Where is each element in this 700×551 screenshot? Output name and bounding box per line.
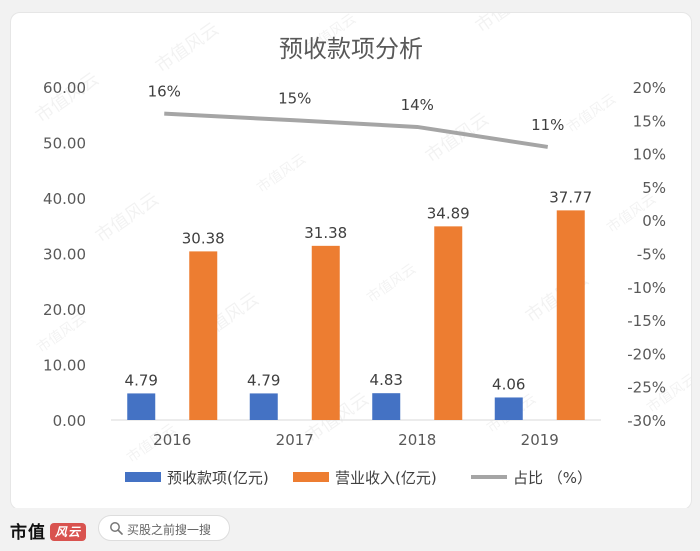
brand-text: 市值: [10, 523, 46, 543]
left-axis-tick: 0.00: [53, 412, 86, 430]
watermark-text: 市值风云: [32, 69, 103, 127]
x-axis: 2016 2017 2018 2019: [153, 431, 559, 449]
watermark-text: 市值风云: [364, 260, 420, 306]
chart-title: 预收款项分析: [279, 35, 423, 63]
bar-advance-receipts: [127, 393, 156, 420]
bar-revenue: [311, 245, 340, 420]
ratio-data-label: 15%: [278, 89, 311, 107]
bar-data-label: 37.77: [549, 188, 592, 206]
search-placeholder: 买股之前搜一搜: [127, 523, 212, 537]
bar-advance-receipts: [249, 393, 278, 420]
bar-revenue: [556, 210, 585, 420]
left-axis-tick: 30.00: [43, 246, 86, 264]
watermark-text: 市值风云: [254, 150, 310, 196]
watermark-text: 市值风云: [564, 90, 620, 136]
footer-bar: 市值 风云 买股之前搜一搜: [0, 508, 700, 551]
watermark-text: 市值风云: [152, 19, 223, 77]
bar-data-label: 4.79: [247, 371, 280, 389]
watermark-text: 市值风云: [92, 189, 163, 247]
right-axis-tick: -5%: [637, 246, 666, 264]
right-axis-tick: -30%: [627, 412, 666, 430]
right-axis-tick: -20%: [627, 345, 666, 363]
chart-card: 市值风云 市值风云 市值风云 市值风云 市值风云 市值风云 市值风云 市值风云 市值风云 市值风云…: [10, 0, 699, 510]
right-axis-tick: -15%: [627, 312, 666, 330]
brand-logo-mark: 风云: [50, 523, 87, 541]
x-axis-tick: 2017: [276, 431, 314, 449]
ratio-line: 16% 15% 14% 11%: [148, 83, 564, 149]
bar-advance-receipts: [372, 393, 401, 420]
bars: 4.79 4.79 4.83 4.06 30.38 31.38 34.89 37.77: [125, 188, 592, 420]
x-axis-tick: 2019: [521, 431, 559, 449]
bar-data-label: 4.79: [125, 371, 158, 389]
search-icon: [110, 522, 123, 535]
bar-data-label: 34.89: [427, 204, 470, 222]
legend: 预收款项(亿元) 营业收入(亿元) 占比 （%）: [125, 469, 592, 487]
ratio-data-label: 14%: [401, 96, 434, 114]
legend-swatch: [293, 472, 329, 482]
bar-advance-receipts: [494, 397, 523, 420]
watermark-text: 市值风云: [472, 13, 543, 37]
right-axis-tick: 15%: [633, 112, 666, 130]
ratio-data-label: 16%: [148, 83, 181, 101]
left-axis-tick: 50.00: [43, 135, 86, 153]
search-box[interactable]: 买股之前搜一搜: [98, 515, 230, 541]
right-axis-tick: 5%: [642, 179, 666, 197]
legend-swatch: [125, 472, 161, 482]
bar-revenue: [189, 251, 218, 420]
left-axis-tick: 40.00: [43, 190, 86, 208]
ratio-data-label: 11%: [531, 116, 564, 134]
bar-data-label: 31.38: [304, 224, 347, 242]
ratio-line-path: [164, 111, 549, 149]
bar-revenue: [434, 226, 463, 420]
right-axis: -30% -25% -20% -15% -10% -5% 0% 5% 10% 15% 20%: [627, 79, 666, 430]
x-axis-tick: 2018: [398, 431, 436, 449]
bar-data-label: 4.06: [492, 375, 525, 393]
right-axis-tick: 0%: [642, 212, 666, 230]
x-axis-tick: 2016: [153, 431, 191, 449]
left-axis-tick: 10.00: [43, 357, 86, 375]
left-axis-tick: 60.00: [43, 79, 86, 97]
left-axis: 0.00 10.00 20.00 30.00 40.00 50.00 60.00: [43, 79, 86, 430]
right-axis-tick: 10%: [633, 146, 666, 164]
brand-logo[interactable]: 市值 风云: [10, 518, 87, 543]
legend-label: 营业收入(亿元): [335, 469, 437, 487]
right-axis-tick: 20%: [633, 79, 666, 97]
left-axis-tick: 20.00: [43, 301, 86, 319]
right-axis-tick: -10%: [627, 279, 666, 297]
bar-data-label: 30.38: [182, 229, 225, 247]
bar-data-label: 4.83: [370, 371, 403, 389]
legend-label: 占比 （%）: [513, 469, 592, 487]
legend-label: 预收款项(亿元): [167, 469, 269, 487]
right-axis-tick: -25%: [627, 379, 666, 397]
